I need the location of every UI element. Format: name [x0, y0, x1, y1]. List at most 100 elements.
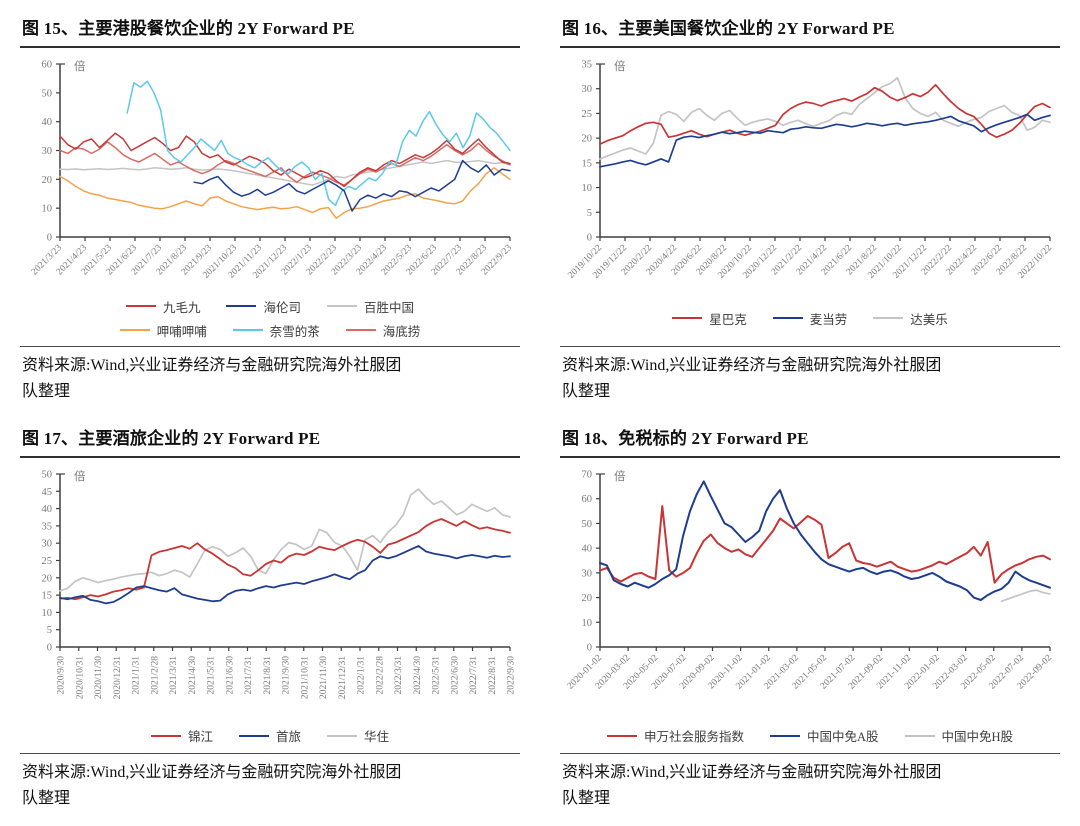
y-tick-label: 10 [582, 618, 593, 629]
y-tick-label: 25 [42, 556, 53, 567]
source-note-line: 资料来源:Wind,兴业证券经济与金融研究院海外社服团 [22, 357, 402, 374]
x-tick-label: 2021/2/28 [150, 656, 160, 695]
x-tick-label: 2021/7/31 [244, 656, 254, 695]
legend-line-swatch [606, 734, 637, 738]
figure-16-source-note: 资料来源:Wind,兴业证券经济与金融研究院海外社服团 队整理 [560, 346, 1060, 406]
y-tick-label: 40 [582, 543, 593, 554]
line-chart-svg: 0102030405060702020-01-022020-03-022020-… [566, 469, 1055, 691]
figure-18-legend: 申万社会服务指数 中国中免A股 中国中免H股 [560, 724, 1060, 748]
legend-label: 星巴克 [709, 312, 747, 327]
legend-line-swatch [232, 328, 263, 332]
x-tick-label: 2021/10/31 [300, 656, 310, 700]
series-line-2 [599, 76, 1051, 160]
y-tick-label: 35 [42, 521, 53, 532]
y-tick-label: 10 [42, 608, 53, 619]
x-tick-label: 2021/5/31 [207, 656, 217, 695]
figure-17-title: 图 17、主要酒旅企业的 2Y Forward PE [20, 420, 520, 458]
figure-15-legend: 九毛九 海伦司 百胜中国 呷哺呷哺 奈雪的茶 海底捞 [20, 295, 520, 341]
series-line-3 [59, 167, 511, 220]
legend-label: 呷哺呷哺 [156, 324, 207, 339]
x-tick-label: 2022/1/31 [357, 656, 367, 695]
y-tick-label: 30 [582, 84, 593, 95]
x-tick-label: 2022/4/30 [413, 656, 423, 695]
legend-line-swatch [238, 734, 269, 738]
legend-label: 中国中免A股 [806, 730, 879, 745]
legend-line-swatch [873, 316, 904, 320]
y-tick-label: 10 [42, 204, 53, 215]
figure-15-panel: 图 15、主要港股餐饮企业的 2Y Forward PE 0 10 20 30 40 50… [20, 10, 520, 406]
legend-label: 达美乐 [910, 312, 948, 327]
series-line-0 [59, 517, 511, 600]
legend-label: 麦当劳 [809, 312, 848, 327]
y-tick-label: 50 [42, 469, 53, 480]
line-chart-svg: 0 5 10 15 20 25 30 35 40 45 50 2020/9/30 2020/10/31 2… [42, 469, 517, 700]
series-line-2 [59, 488, 511, 592]
y-tick-label: 60 [42, 60, 53, 71]
y-tick-label: 35 [582, 60, 593, 71]
x-tick-label: 2022/7/31 [469, 656, 479, 695]
figure-15-chart: 0 10 20 30 40 50 60 2021/3/23 2021/4/23 2021/5/23… [20, 52, 520, 295]
source-note-line: 资料来源:Wind,兴业证券经济与金融研究院海外社服团 [22, 763, 402, 781]
y-tick-label: 15 [42, 590, 53, 601]
legend-item: 麦当劳 [772, 309, 848, 328]
x-tick-label: 2021/8/31 [263, 656, 273, 695]
legend-item: 奈雪的茶 [232, 321, 320, 340]
x-tick-label: 2020/11/30 [94, 656, 104, 699]
y-axis-unit-label: 倍 [614, 59, 626, 73]
y-tick-label: 0 [47, 233, 52, 244]
y-tick-label: 5 [47, 625, 52, 636]
legend-line-swatch [327, 734, 357, 738]
figure-17-panel: 图 17、主要酒旅企业的 2Y Forward PE 0 5 10 15 20 25 30 3… [20, 420, 520, 813]
legend-label: 百胜中国 [364, 300, 415, 315]
y-axis-unit-label: 倍 [74, 469, 86, 483]
x-tick-label: 2022/3/31 [394, 656, 404, 695]
x-tick-label: 2020/12/31 [113, 656, 123, 700]
legend-label: 首旅 [275, 730, 301, 745]
series-line-1 [59, 544, 511, 605]
series-line-0 [599, 83, 1051, 145]
legend-label: 海底捞 [382, 324, 421, 339]
legend-row: 星巴克 麦当劳 达美乐 [672, 309, 948, 328]
legend-line-swatch [150, 734, 181, 738]
series-line-2 [59, 159, 511, 186]
legend-item: 首旅 [238, 726, 301, 745]
axes: 0102030405060702020-01-022020-03-022020-… [566, 469, 1055, 691]
source-note-line: 队整理 [22, 383, 71, 401]
legend-label: 锦江 [187, 730, 213, 745]
x-tick-label: 2021/4/30 [188, 656, 198, 695]
x-tick-label: 2021/12/31 [338, 656, 348, 700]
legend-item: 锦江 [150, 726, 213, 745]
legend-row: 九毛九 海伦司 百胜中国 [125, 297, 415, 316]
x-tick-label: 2021/11/30 [319, 656, 329, 699]
line-chart-svg: 01020304050602021/3/232021/4/232021/5/23… [30, 59, 514, 281]
legend-item: 海伦司 [226, 297, 301, 316]
y-tick-label: 15 [582, 158, 593, 169]
x-tick-label: 2022/9/30 [507, 656, 517, 695]
source-note-line: 队整理 [562, 790, 611, 808]
figure-15-title: 图 15、主要港股餐饮企业的 2Y Forward PE [20, 10, 520, 48]
legend-line-swatch [672, 316, 703, 320]
y-tick-label: 20 [582, 134, 593, 145]
x-tick-label: 2022/6/30 [450, 656, 460, 695]
y-tick-label: 5 [587, 208, 592, 219]
figure-16-legend: 星巴克 麦当劳 达美乐 [560, 295, 1060, 341]
y-tick-label: 30 [42, 146, 53, 157]
y-axis-unit-label: 倍 [614, 469, 626, 483]
legend-line-swatch [119, 328, 150, 332]
source-note-line: 队整理 [22, 790, 71, 808]
y-tick-label: 20 [42, 573, 53, 584]
figure-17-legend: 锦江 首旅 华住 [20, 724, 520, 748]
source-note-line: 资料来源:Wind,兴业证券经济与金融研究院海外社服团 [562, 357, 942, 374]
y-tick-label: 50 [42, 88, 53, 99]
y-tick-label: 10 [582, 183, 593, 194]
y-tick-label: 50 [582, 519, 593, 530]
x-tick-label: 2021/1/31 [132, 656, 142, 695]
legend-line-swatch [125, 304, 156, 308]
y-tick-label: 0 [47, 642, 52, 653]
series-line-2 [1000, 589, 1051, 602]
legend-item: 达美乐 [873, 309, 948, 328]
line-chart-svg: 051015202530352019/10/222019/12/222020/2… [566, 59, 1054, 281]
legend-label: 奈雪的茶 [269, 324, 320, 339]
figure-16-chart: 0 5 10 15 20 25 30 35 2019/10/22 2019/12/22 2020/2… [560, 52, 1060, 295]
